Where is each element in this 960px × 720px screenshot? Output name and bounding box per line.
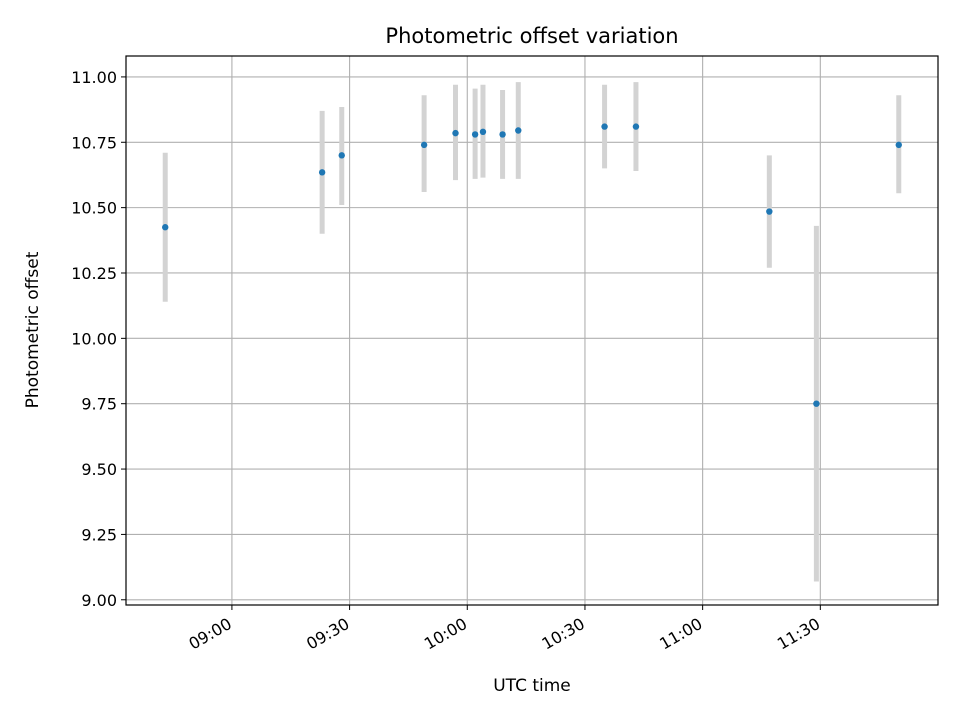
grid-layer (126, 56, 938, 605)
data-point (479, 128, 487, 136)
y-tick-label: 10.50 (71, 199, 117, 218)
data-point (632, 123, 640, 130)
point-layer (162, 123, 902, 407)
data-point (766, 208, 773, 215)
data-point (515, 127, 522, 134)
y-tick-label: 10.75 (71, 133, 117, 152)
data-point (318, 169, 326, 176)
y-axis-ticks: 9.00 9.25 9.50 9.75 10.00 10.25 10.50 10.75 11.0… (71, 68, 126, 610)
y-tick-label: 11.00 (71, 68, 117, 87)
y-tick-label: 10.00 (71, 329, 117, 348)
data-point (420, 141, 428, 149)
y-tick-label: 9.50 (81, 460, 117, 479)
y-tick-label: 9.00 (81, 591, 117, 610)
data-point (162, 224, 169, 231)
data-point (338, 152, 345, 159)
x-axis-label: UTC time (493, 676, 571, 696)
data-point (895, 141, 902, 149)
data-point (499, 131, 506, 138)
y-tick-label: 9.25 (81, 525, 117, 544)
plot-frame (125, 55, 939, 606)
y-axis-label: Photometric offset (23, 251, 43, 408)
data-point (601, 123, 608, 130)
data-point (813, 400, 820, 407)
data-point (471, 131, 479, 138)
data-point (452, 129, 459, 137)
y-tick-label: 9.75 (81, 395, 117, 414)
y-tick-label: 10.25 (71, 264, 117, 283)
chart-title: Photometric offset variation (385, 24, 678, 48)
